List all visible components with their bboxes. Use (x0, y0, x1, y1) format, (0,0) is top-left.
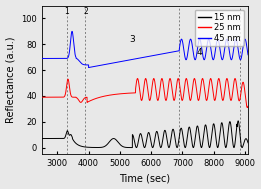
Legend: 15 nm, 25 nm, 45 nm: 15 nm, 25 nm, 45 nm (195, 10, 244, 46)
Text: 1: 1 (64, 7, 69, 16)
Text: 4: 4 (197, 48, 202, 57)
Text: 2: 2 (83, 7, 88, 16)
X-axis label: Time (sec): Time (sec) (119, 174, 170, 184)
Y-axis label: Reflectance (a.u.): Reflectance (a.u.) (5, 36, 16, 123)
Text: 3: 3 (129, 35, 135, 44)
